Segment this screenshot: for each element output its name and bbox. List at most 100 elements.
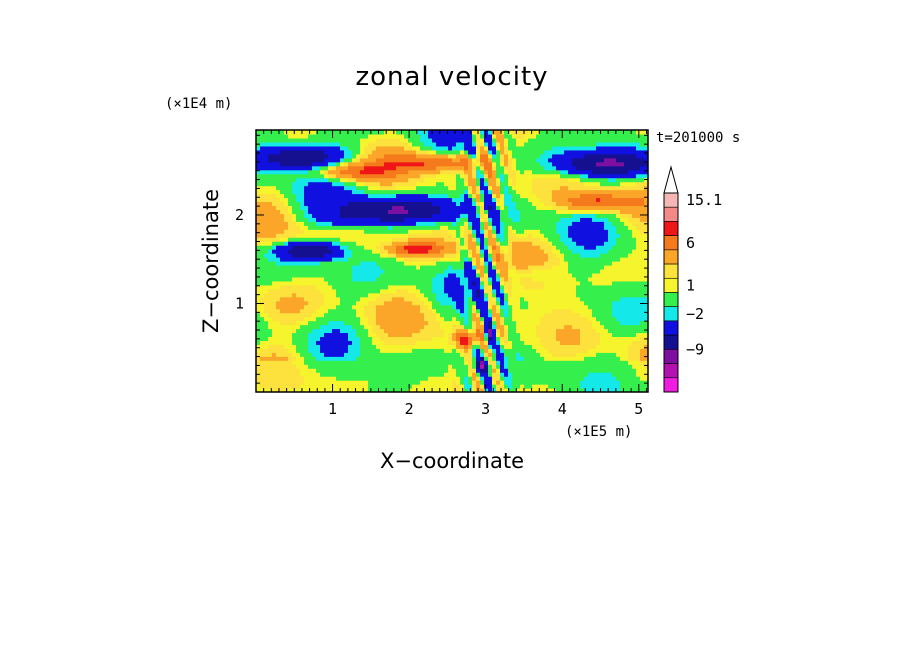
heatmap-cell — [404, 141, 409, 147]
heatmap-cell — [324, 249, 329, 254]
heatmap-cell — [348, 213, 353, 218]
heatmap-cell — [508, 189, 513, 195]
heatmap-cell — [364, 169, 369, 175]
heatmap-cell — [356, 130, 361, 135]
heatmap-cell — [452, 189, 457, 195]
heatmap-cell — [400, 376, 405, 381]
heatmap-cell — [404, 173, 409, 179]
heatmap-cell — [400, 340, 405, 345]
heatmap-cell — [356, 201, 361, 207]
heatmap-cell — [508, 213, 513, 218]
heatmap-cell — [436, 165, 441, 171]
heatmap-cell — [412, 165, 417, 171]
heatmap-cell — [532, 296, 537, 302]
heatmap-cell — [308, 217, 313, 222]
heatmap-cell — [264, 225, 269, 230]
heatmap-cell — [508, 348, 513, 353]
heatmap-cell — [500, 312, 505, 318]
heatmap-cell — [380, 324, 385, 330]
heatmap-cell — [516, 197, 521, 203]
heatmap-cell — [504, 384, 509, 389]
heatmap-cell — [264, 364, 269, 369]
heatmap-cell — [348, 181, 353, 187]
heatmap-cell — [480, 217, 485, 222]
heatmap-cell — [276, 348, 281, 353]
heatmap-cell — [440, 344, 445, 349]
heatmap-cell — [316, 340, 321, 345]
heatmap-cell — [312, 209, 317, 214]
heatmap-cell — [316, 384, 321, 389]
heatmap-cell — [348, 300, 353, 306]
heatmap-cell — [484, 384, 489, 389]
heatmap-cell — [424, 368, 429, 373]
heatmap-cell — [516, 157, 521, 163]
heatmap-cell — [392, 268, 397, 274]
heatmap-cell — [400, 344, 405, 349]
heatmap-cell — [320, 312, 325, 318]
heatmap-cell — [440, 312, 445, 318]
heatmap-cell — [364, 253, 369, 258]
heatmap-cell — [384, 320, 389, 326]
heatmap-cell — [340, 130, 345, 135]
heatmap-cell — [280, 169, 285, 175]
heatmap-cell — [552, 189, 557, 195]
heatmap-cell — [308, 276, 313, 282]
heatmap-cell — [260, 292, 265, 298]
heatmap-cell — [360, 141, 365, 147]
heatmap-cell — [532, 221, 537, 226]
heatmap-cell — [384, 229, 389, 234]
heatmap-cell — [524, 213, 529, 218]
heatmap-cell — [320, 161, 325, 167]
heatmap-cell — [280, 340, 285, 345]
heatmap-cell — [408, 157, 413, 163]
heatmap-cell — [260, 221, 265, 226]
heatmap-cell — [328, 133, 333, 139]
heatmap-cell — [364, 376, 369, 381]
heatmap-cell — [292, 352, 297, 357]
heatmap-cell — [516, 380, 521, 385]
heatmap-cell — [428, 340, 433, 345]
heatmap-cell — [468, 169, 473, 175]
heatmap-cell — [476, 276, 481, 282]
heatmap-cell — [520, 268, 525, 274]
heatmap-cell — [508, 201, 513, 207]
heatmap-cell — [428, 253, 433, 258]
heatmap-cell — [472, 268, 477, 274]
heatmap-cell — [276, 137, 281, 143]
heatmap-cell — [308, 165, 313, 171]
heatmap-cell — [508, 344, 513, 349]
heatmap-cell — [308, 193, 313, 199]
heatmap-cell — [292, 324, 297, 330]
heatmap-cell — [372, 233, 377, 238]
heatmap-cell — [360, 253, 365, 258]
heatmap-cell — [312, 268, 317, 274]
heatmap-cell — [404, 169, 409, 175]
heatmap-cell — [256, 272, 261, 278]
heatmap-cell — [404, 324, 409, 330]
heatmap-cell — [456, 308, 461, 314]
heatmap-cell — [408, 268, 413, 274]
heatmap-cell — [476, 213, 481, 218]
heatmap-cell — [364, 328, 369, 334]
heatmap-cell — [404, 233, 409, 238]
heatmap-cell — [464, 149, 469, 155]
heatmap-cell — [280, 181, 285, 187]
heatmap-cell — [404, 130, 409, 135]
heatmap-cell — [268, 276, 273, 282]
heatmap-cell — [472, 336, 477, 341]
heatmap-cell — [260, 344, 265, 349]
heatmap-cell — [516, 340, 521, 345]
heatmap-cell — [424, 312, 429, 318]
heatmap-cell — [336, 296, 341, 302]
heatmap-cell — [360, 221, 365, 226]
heatmap-cell — [292, 261, 297, 266]
heatmap-cell — [380, 145, 385, 151]
heatmap-cell — [484, 205, 489, 210]
heatmap-cell — [312, 137, 317, 143]
heatmap-cell — [540, 249, 545, 254]
heatmap-cell — [520, 130, 525, 135]
heatmap-cell — [388, 328, 393, 334]
heatmap-cell — [428, 233, 433, 238]
heatmap-cell — [332, 137, 337, 143]
heatmap-cell — [372, 344, 377, 349]
